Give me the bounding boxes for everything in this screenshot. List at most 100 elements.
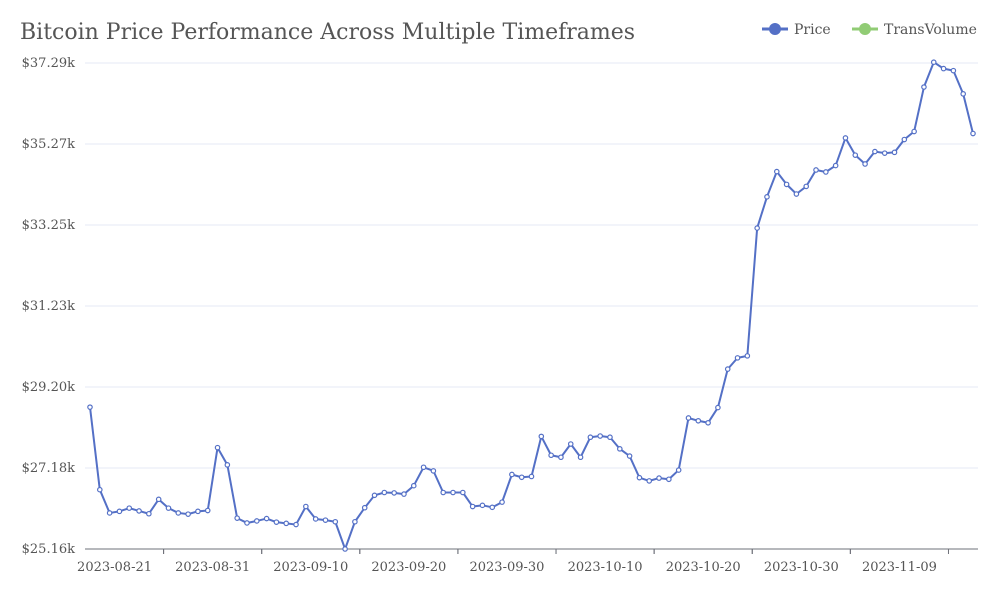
- price-point: [616, 446, 623, 452]
- price-point: [715, 404, 721, 411]
- legend-swatch-dot: [769, 23, 781, 35]
- legend-swatch-dot: [859, 23, 871, 35]
- price-point: [303, 503, 309, 510]
- x-tick-label: 2023-09-20: [371, 560, 446, 575]
- price-point: [430, 468, 437, 474]
- price-point: [460, 489, 466, 496]
- price-point: [950, 67, 957, 74]
- y-tick-label: $35.27k: [22, 137, 75, 152]
- price-point: [420, 464, 427, 471]
- legend-item: Price: [762, 22, 831, 38]
- price-point: [509, 471, 515, 478]
- price-point: [391, 490, 397, 496]
- price-point: [136, 508, 142, 514]
- y-tick-label: $33.25k: [22, 218, 75, 233]
- price-point: [862, 161, 868, 167]
- price-point: [342, 546, 348, 552]
- price-point: [724, 366, 731, 372]
- price-point: [312, 516, 319, 522]
- price-point: [921, 84, 927, 90]
- price-point: [901, 136, 908, 143]
- price-point: [813, 167, 819, 173]
- price-point: [263, 515, 270, 522]
- price-point: [744, 353, 751, 359]
- price-point: [832, 162, 839, 169]
- price-point: [224, 462, 231, 468]
- price-point: [577, 454, 584, 461]
- gridlines: [85, 62, 978, 469]
- price-point: [656, 475, 662, 481]
- y-tick-label: $31.23k: [22, 299, 75, 314]
- price-point: [518, 474, 525, 481]
- price-point: [842, 135, 849, 141]
- y-tick-label: $27.18k: [22, 461, 75, 476]
- price-point: [872, 148, 878, 155]
- y-tick-label: $25.16k: [22, 542, 75, 557]
- price-point: [273, 519, 280, 525]
- price-point: [352, 518, 358, 525]
- price-point: [401, 491, 407, 497]
- price-point: [675, 467, 682, 473]
- legend: Price TransVolume: [762, 22, 977, 38]
- price-point: [97, 486, 103, 493]
- chart-title: Bitcoin Price Performance Across Multipl…: [20, 20, 636, 45]
- y-axis: $25.16k $27.18k $29.20k $31.23k $33.25k $35.2…: [22, 56, 75, 557]
- price-point: [764, 194, 770, 200]
- price-point: [881, 150, 888, 156]
- legend-item: TransVolume: [852, 22, 977, 38]
- x-tick-label: 2023-08-21: [77, 560, 152, 575]
- price-point: [479, 502, 486, 509]
- price-point: [773, 168, 780, 175]
- price-point: [175, 510, 182, 516]
- price-point: [361, 504, 368, 511]
- price-point: [891, 149, 898, 156]
- series-layer: [87, 59, 976, 552]
- price-point: [489, 504, 496, 511]
- y-tick-label: $37.29k: [22, 56, 75, 71]
- price-point: [126, 505, 133, 511]
- price-point: [185, 511, 191, 517]
- price-point: [607, 434, 613, 441]
- price-point: [754, 225, 760, 231]
- price-point: [204, 507, 211, 514]
- price-point: [106, 510, 113, 516]
- x-tick-label: 2023-11-09: [862, 560, 937, 575]
- price-point: [558, 454, 564, 461]
- y-tick-label: $29.20k: [22, 380, 75, 395]
- price-point: [911, 128, 917, 135]
- price-point: [450, 489, 456, 496]
- price-point: [626, 453, 633, 459]
- price-point: [440, 489, 447, 496]
- price-point: [499, 499, 505, 505]
- legend-label: Price: [794, 22, 831, 38]
- x-tick-label: 2023-09-30: [469, 560, 544, 575]
- price-point: [155, 496, 162, 503]
- price-point: [528, 473, 535, 480]
- price-point: [165, 505, 172, 511]
- price-point: [587, 434, 594, 441]
- price-point: [666, 476, 672, 483]
- price-point: [823, 169, 829, 175]
- price-point: [646, 478, 653, 484]
- price-point: [332, 518, 339, 525]
- price-point: [734, 355, 741, 361]
- x-tick-label: 2023-10-30: [764, 560, 839, 575]
- x-tick-label: 2023-08-31: [175, 560, 250, 575]
- price-point: [371, 492, 378, 499]
- price-point: [283, 520, 290, 527]
- price-point: [322, 517, 329, 523]
- price-point: [567, 441, 574, 447]
- price-point: [852, 152, 859, 158]
- price-point: [538, 433, 545, 440]
- price-point: [695, 417, 702, 424]
- price-point: [597, 433, 603, 439]
- x-axis: 2023-08-21 2023-08-31 2023-09-10 2023-09-20…: [77, 548, 978, 575]
- price-point: [381, 489, 388, 496]
- x-tick-label: 2023-10-20: [666, 560, 741, 575]
- price-point: [146, 510, 152, 517]
- x-tick-label: 2023-09-10: [273, 560, 348, 575]
- price-point: [410, 482, 417, 489]
- price-point: [195, 508, 201, 515]
- price-point: [783, 181, 790, 188]
